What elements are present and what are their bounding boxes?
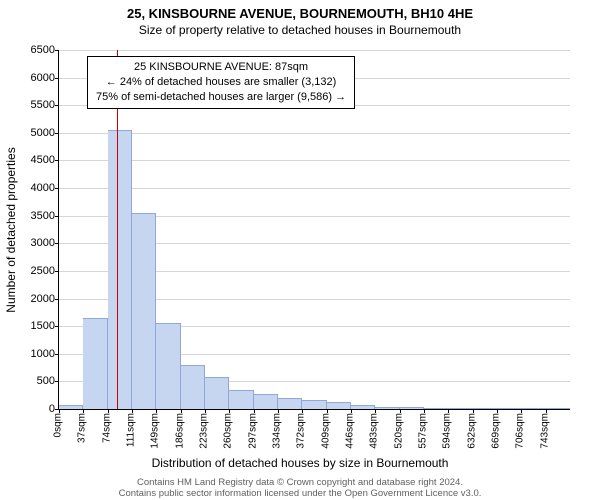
y-tickmark <box>55 78 59 79</box>
histogram-bar <box>83 318 107 409</box>
histogram-bar <box>546 408 570 409</box>
y-tick-label: 3500 <box>15 210 55 222</box>
info-line-3: 75% of semi-detached houses are larger (… <box>96 90 346 105</box>
plot-area: 25 KINSBOURNE AVENUE: 87sqm ← 24% of det… <box>58 50 570 410</box>
x-tick-label: 0sqm <box>53 413 64 437</box>
y-tickmark <box>55 188 59 189</box>
x-tick-label: 409sqm <box>320 413 331 449</box>
y-tick-label: 1000 <box>15 348 55 360</box>
histogram-bar <box>278 398 302 409</box>
chart-container: { "title": "25, KINSBOURNE AVENUE, BOURN… <box>0 0 600 500</box>
x-tick-label: 149sqm <box>150 413 161 449</box>
y-tickmark <box>55 50 59 51</box>
x-tick-label: 743sqm <box>539 413 550 449</box>
y-tick-label: 2000 <box>15 293 55 305</box>
histogram-bar <box>132 213 156 409</box>
y-tickmark <box>55 354 59 355</box>
x-tick-label: 520sqm <box>393 413 404 449</box>
y-tickmark <box>55 105 59 106</box>
x-axis-label: Distribution of detached houses by size … <box>0 456 600 470</box>
y-tickmark <box>55 381 59 382</box>
x-tick-label: 669sqm <box>491 413 502 449</box>
chart-subtitle: Size of property relative to detached ho… <box>0 21 600 37</box>
x-tick-label: 594sqm <box>442 413 453 449</box>
attribution-line-2: Contains public sector information licen… <box>0 489 600 500</box>
y-tick-label: 4500 <box>15 154 55 166</box>
x-tick-label: 37sqm <box>77 413 88 443</box>
gridline <box>59 188 570 189</box>
histogram-bar <box>254 394 278 409</box>
y-tickmark <box>55 299 59 300</box>
histogram-bar <box>448 408 472 409</box>
histogram-bar <box>473 408 497 409</box>
gridline <box>59 160 570 161</box>
x-tick-label: 223sqm <box>199 413 210 449</box>
info-box: 25 KINSBOURNE AVENUE: 87sqm ← 24% of det… <box>87 56 355 109</box>
x-tick-label: 74sqm <box>101 413 112 443</box>
y-axis-label: Number of detached properties <box>4 147 18 312</box>
histogram-bar <box>497 408 521 409</box>
x-tick-label: 186sqm <box>174 413 185 449</box>
histogram-bar <box>351 405 375 409</box>
histogram-bar <box>229 390 253 409</box>
y-tickmark <box>55 133 59 134</box>
y-tick-label: 6000 <box>15 72 55 84</box>
y-tick-label: 5500 <box>15 99 55 111</box>
x-tick-label: 483sqm <box>369 413 380 449</box>
x-tick-label: 372sqm <box>296 413 307 449</box>
x-tick-label: 297sqm <box>247 413 258 449</box>
y-tick-label: 500 <box>15 375 55 387</box>
x-tick-label: 557sqm <box>418 413 429 449</box>
y-tick-label: 2500 <box>15 265 55 277</box>
x-tick-label: 446sqm <box>345 413 356 449</box>
attribution: Contains HM Land Registry data © Crown c… <box>0 478 600 500</box>
x-tick-label: 632sqm <box>466 413 477 449</box>
gridline <box>59 50 570 51</box>
x-tick-label: 260sqm <box>223 413 234 449</box>
histogram-bar <box>521 408 545 409</box>
histogram-bar <box>181 365 205 409</box>
histogram-bar <box>327 402 351 409</box>
histogram-bar <box>424 408 448 409</box>
x-tick-label: 334sqm <box>272 413 283 449</box>
y-tickmark <box>55 160 59 161</box>
histogram-bar <box>400 407 424 409</box>
x-tick-label: 111sqm <box>126 413 137 447</box>
y-tickmark <box>55 216 59 217</box>
y-tickmark <box>55 326 59 327</box>
histogram-bar <box>205 377 229 409</box>
y-tick-label: 5000 <box>15 127 55 139</box>
histogram-bar <box>375 407 399 409</box>
histogram-bar <box>108 130 132 409</box>
histogram-bar <box>156 323 180 409</box>
y-tick-label: 4000 <box>15 182 55 194</box>
info-line-1: 25 KINSBOURNE AVENUE: 87sqm <box>96 60 346 75</box>
y-tick-label: 1500 <box>15 320 55 332</box>
histogram-bar <box>59 405 83 409</box>
y-tickmark <box>55 243 59 244</box>
x-tick-label: 706sqm <box>515 413 526 449</box>
gridline <box>59 133 570 134</box>
histogram-bar <box>302 400 326 409</box>
y-tick-label: 6500 <box>15 44 55 56</box>
y-tick-label: 0 <box>15 403 55 415</box>
y-tick-label: 3000 <box>15 237 55 249</box>
info-line-2: ← 24% of detached houses are smaller (3,… <box>96 75 346 90</box>
chart-title: 25, KINSBOURNE AVENUE, BOURNEMOUTH, BH10… <box>0 0 600 21</box>
y-tickmark <box>55 271 59 272</box>
